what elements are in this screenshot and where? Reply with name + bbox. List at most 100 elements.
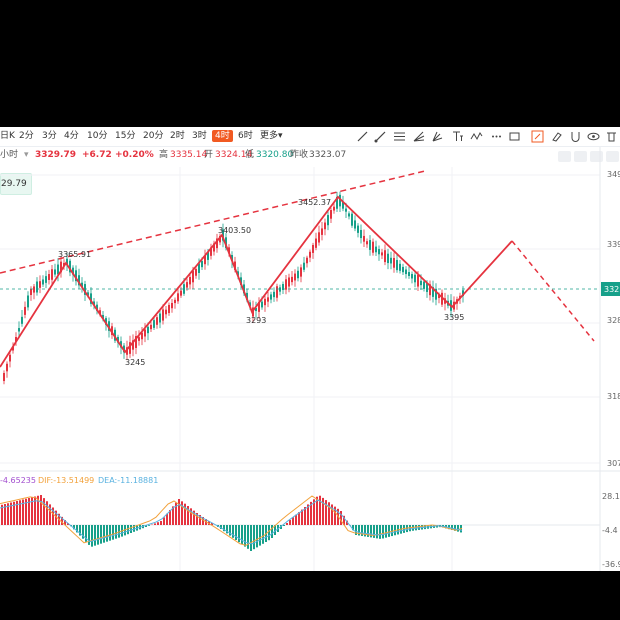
macd-bar <box>289 520 291 525</box>
macd-bar <box>181 501 183 525</box>
pitchfork-tool-icon[interactable] <box>431 130 444 143</box>
chart-canvas[interactable]: 3365.91 3245 3403.50 3293 3452.37 3395 349 339… <box>0 127 620 571</box>
candle-body <box>300 267 302 277</box>
candle-body <box>159 313 161 323</box>
candle-body <box>15 337 17 342</box>
draw-tool-icon[interactable] <box>574 151 587 162</box>
tf-1d[interactable]: 日K <box>0 131 15 141</box>
candle-body <box>21 316 23 324</box>
candle-body <box>84 284 86 295</box>
fan-tool-icon[interactable] <box>412 130 425 143</box>
tf-4h[interactable]: 4时 <box>212 130 233 142</box>
macd-bar <box>385 525 387 538</box>
candle-body <box>330 210 332 219</box>
candle-body <box>219 235 221 243</box>
candle-body <box>384 250 386 263</box>
tf-15m[interactable]: 15分 <box>115 131 136 141</box>
macd-bar <box>361 525 363 536</box>
tf-6h[interactable]: 6时 <box>238 131 253 141</box>
tf-2h[interactable]: 2时 <box>170 131 185 141</box>
tf-20m[interactable]: 20分 <box>143 131 164 141</box>
period-label: 小时 <box>0 150 19 160</box>
dropdown-arrow-icon[interactable]: ▾ <box>24 150 29 160</box>
text-tool-icon[interactable] <box>451 130 464 143</box>
candle-body <box>258 302 260 312</box>
eraser-tool-icon[interactable] <box>550 130 563 143</box>
macd-bar <box>22 499 24 525</box>
tf-3h[interactable]: 3时 <box>192 131 207 141</box>
macd-bar <box>154 523 156 525</box>
wave-projection <box>511 240 595 342</box>
candle-body <box>156 317 158 325</box>
rect-tool-icon[interactable] <box>508 130 521 143</box>
macd-bar <box>64 520 66 525</box>
candle-body <box>108 321 110 331</box>
open-label: 开 <box>204 150 214 160</box>
edit-tool-icon[interactable] <box>531 130 544 143</box>
macd-bar <box>43 498 45 525</box>
candle-body <box>273 291 275 298</box>
macd-bar <box>451 525 453 530</box>
candle-body <box>225 237 227 249</box>
macd-bar <box>79 525 81 536</box>
delete-tool-icon[interactable] <box>605 130 618 143</box>
tf-10m[interactable]: 10分 <box>87 131 108 141</box>
candle-body <box>234 261 236 271</box>
high-value: 3335.14 <box>170 150 208 160</box>
candles <box>3 191 464 385</box>
tf-3m[interactable]: 3分 <box>42 131 57 141</box>
eye-tool-icon[interactable] <box>587 130 600 143</box>
candle-body <box>24 306 26 315</box>
price-axis-label: 339 <box>607 240 620 249</box>
candle-body <box>303 262 305 270</box>
tf-4m[interactable]: 4分 <box>64 131 79 141</box>
candle-body <box>402 266 404 273</box>
macd-bar <box>313 499 315 525</box>
candle-body <box>111 326 113 336</box>
candle-body <box>462 290 464 297</box>
candle-body <box>357 225 359 233</box>
macd-bar <box>13 501 15 525</box>
candle-body <box>381 252 383 256</box>
candle-body <box>261 301 263 308</box>
price-annotation: 3365.91 <box>58 250 91 259</box>
indicator-tool-icon[interactable] <box>558 151 571 162</box>
macd-bar <box>223 525 225 532</box>
macd-bar <box>37 495 39 525</box>
price-annotation: 3293 <box>246 316 266 325</box>
ray-tool-icon[interactable] <box>374 130 387 143</box>
candle-body <box>321 228 323 235</box>
magnet-tool-icon[interactable] <box>569 130 582 143</box>
price-axis-label: 318 <box>607 392 620 401</box>
line-tool-icon[interactable] <box>356 130 369 143</box>
candle-body <box>39 281 41 288</box>
macd-bar <box>115 525 117 539</box>
candle-body <box>315 238 317 248</box>
macd-bar <box>262 525 264 544</box>
candle-body <box>279 287 281 292</box>
macd-bar <box>109 525 111 541</box>
fib-tool-icon[interactable] <box>393 130 406 143</box>
candle-body <box>189 276 191 285</box>
candle-body <box>180 290 182 296</box>
more-tools-icon[interactable] <box>490 130 503 143</box>
candle-body <box>222 229 224 241</box>
tf-more[interactable]: 更多▾ <box>260 131 283 141</box>
candle-body <box>390 257 392 264</box>
compare-tool-icon[interactable] <box>590 151 603 162</box>
candle-body <box>72 267 74 275</box>
candle-body <box>264 298 266 306</box>
macd-bar <box>256 525 258 548</box>
settings-tool-icon[interactable] <box>606 151 619 162</box>
price-box: 29.79 <box>0 173 32 195</box>
candle-body <box>132 340 134 350</box>
macd-bar <box>196 513 198 525</box>
candle-body <box>81 282 83 288</box>
candle-body <box>51 269 53 280</box>
wave-tool-icon[interactable] <box>470 130 483 143</box>
candle-body <box>312 244 314 253</box>
candle-body <box>399 263 401 271</box>
candle-body <box>255 307 257 312</box>
candle-body <box>6 363 8 372</box>
tf-2m[interactable]: 2分 <box>19 131 34 141</box>
